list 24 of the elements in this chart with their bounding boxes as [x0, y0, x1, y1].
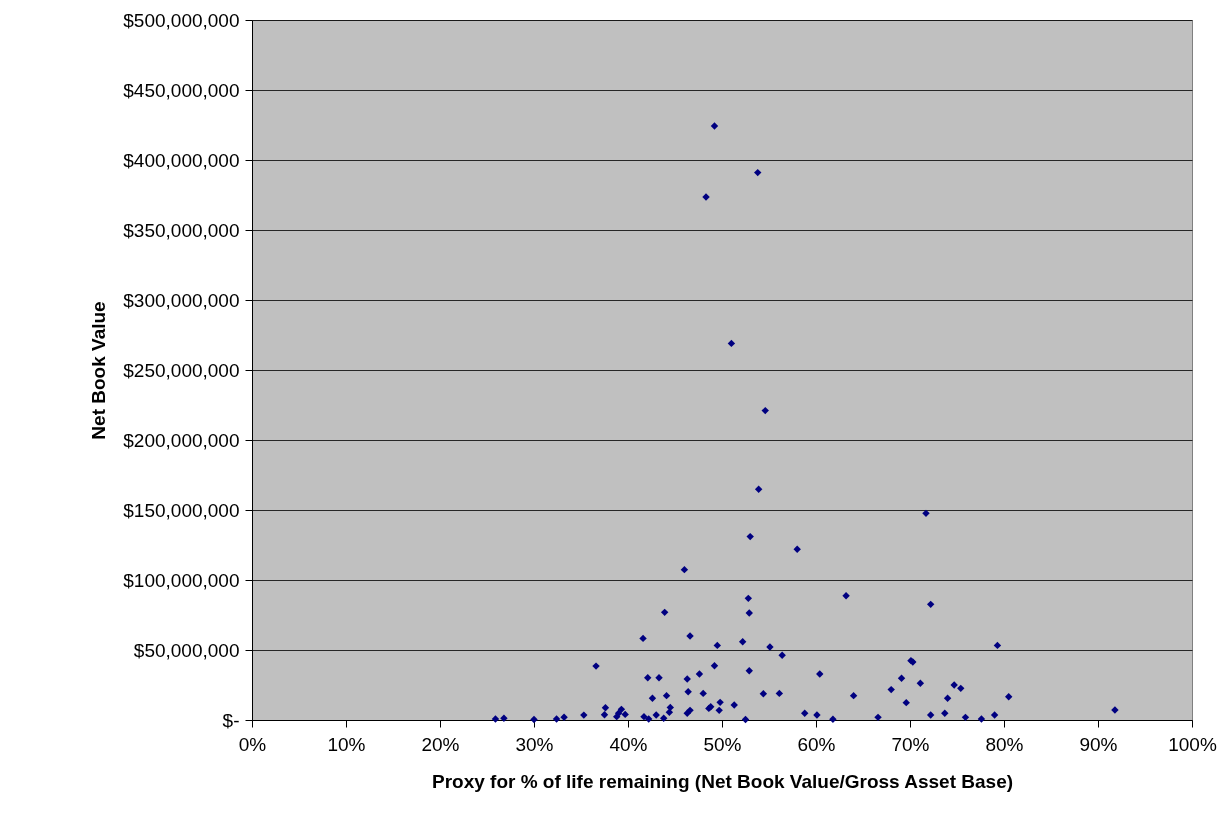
y-tick-label: $300,000,000: [123, 289, 240, 311]
x-tick-label: 70%: [891, 733, 930, 755]
x-tick-label: 100%: [1168, 733, 1217, 755]
y-tick-label: $450,000,000: [123, 79, 240, 101]
x-tick-label: 90%: [1079, 733, 1118, 755]
y-tick-label: $400,000,000: [123, 149, 240, 171]
x-tick-label: 50%: [703, 733, 742, 755]
y-tick-label: $350,000,000: [123, 219, 240, 241]
y-axis-title: Net Book Value: [88, 301, 110, 440]
y-tick-label: $150,000,000: [123, 499, 240, 521]
x-axis-title: Proxy for % of life remaining (Net Book Value/Gross Asset Base): [431, 770, 1014, 792]
x-tick-label: 10%: [327, 733, 366, 755]
x-tick-label: 20%: [421, 733, 460, 755]
y-tick-label: $50,000,000: [133, 639, 240, 661]
y-tick-label: $500,000,000: [123, 9, 240, 31]
y-tick-label: $200,000,000: [123, 429, 240, 451]
x-tick-label: 40%: [609, 733, 648, 755]
x-tick-label: 0%: [238, 733, 267, 755]
x-tick-label: 60%: [797, 733, 836, 755]
y-tick-label: $100,000,000: [123, 569, 240, 591]
x-tick-label: 80%: [985, 733, 1024, 755]
y-tick-label: $-: [222, 709, 240, 731]
x-tick-label: 30%: [515, 733, 554, 755]
y-tick-label: $250,000,000: [123, 359, 240, 381]
